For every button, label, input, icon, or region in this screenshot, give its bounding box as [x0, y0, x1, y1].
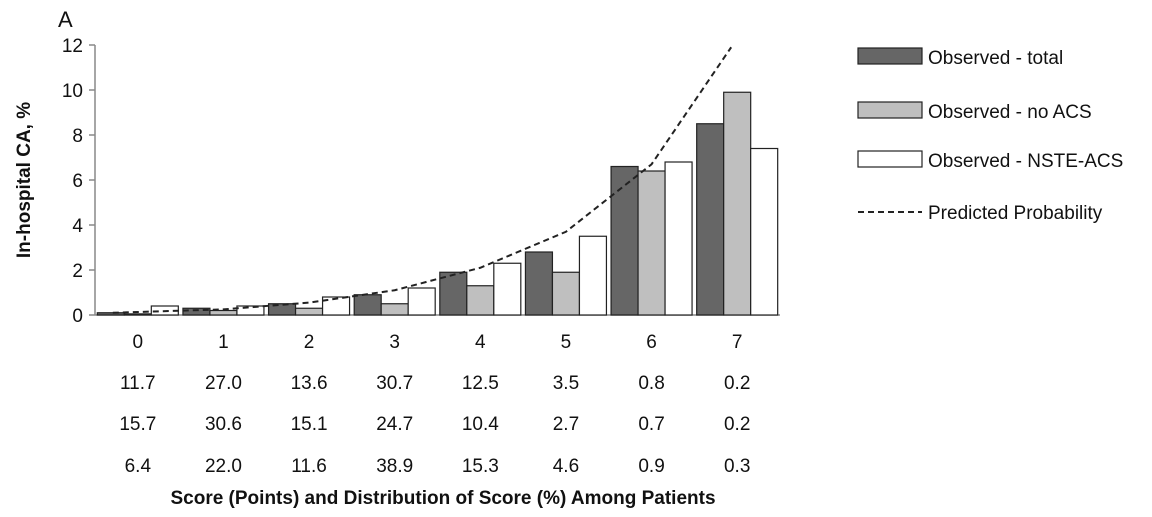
x-tick-label: 6 — [646, 332, 657, 353]
distribution-value: 0.2 — [724, 373, 750, 394]
bar-observed-total-0 — [96, 312, 125, 316]
distribution-value: 22.0 — [205, 456, 242, 477]
legend: Observed - total Observed - no ACS Observe… — [857, 47, 1123, 224]
distribution-value: 0.9 — [638, 456, 664, 477]
distribution-value: 2.7 — [553, 414, 579, 435]
y-tick-label: 8 — [72, 126, 83, 147]
distribution-value: 11.6 — [291, 456, 327, 477]
x-tick-label: 7 — [732, 332, 743, 353]
x-axis-title: Score (Points) and Distribution of Score… — [170, 488, 715, 509]
bar-observed-total-4 — [439, 271, 468, 316]
distribution-value: 4.6 — [553, 456, 579, 477]
predicted-probability-line — [112, 46, 733, 314]
bars — [96, 91, 779, 316]
bar-observed-no-acs-3 — [380, 303, 409, 316]
x-tick-label: 4 — [475, 332, 486, 353]
bar-observed-nste-acs-7 — [750, 147, 779, 316]
distribution-value: 15.7 — [119, 414, 156, 435]
distribution-value: 11.7 — [120, 373, 156, 394]
distribution-value: 0.2 — [724, 414, 750, 435]
distribution-value: 24.7 — [376, 414, 413, 435]
distribution-value: 3.5 — [553, 373, 579, 394]
x-tick-label: 3 — [389, 332, 400, 353]
bar-observed-no-acs-5 — [551, 271, 581, 316]
bar-observed-nste-acs-3 — [407, 287, 436, 316]
bar-observed-nste-acs-1 — [236, 305, 265, 316]
distribution-value: 38.9 — [376, 456, 413, 477]
distribution-value: 10.4 — [462, 414, 499, 435]
y-tick-label: 4 — [72, 216, 83, 237]
bar-observed-no-acs-1 — [209, 309, 238, 316]
distribution-value: 0.3 — [724, 456, 750, 477]
distribution-value: 0.8 — [638, 373, 664, 394]
legend-label: Observed - no ACS — [928, 102, 1092, 123]
distribution-table: 11.7 27.0 13.6 30.7 12.5 3.5 0.8 0.2 15.7 30.6 15.… — [119, 373, 750, 477]
distribution-value: 12.5 — [462, 373, 499, 394]
distribution-value: 0.7 — [638, 414, 664, 435]
distribution-value: 30.6 — [205, 414, 242, 435]
y-axis: 0 2 4 6 8 10 12 — [62, 36, 96, 327]
distribution-value: 27.0 — [205, 373, 242, 394]
distribution-value: 13.6 — [291, 373, 328, 394]
bar-observed-total-6 — [610, 165, 639, 316]
x-tick-label: 5 — [561, 332, 572, 353]
bar-observed-no-acs-6 — [637, 170, 666, 316]
bar-observed-nste-acs-4 — [493, 262, 522, 316]
y-tick-label: 12 — [62, 36, 83, 57]
legend-swatch-observed-total — [857, 47, 923, 65]
bar-observed-no-acs-0 — [123, 313, 152, 316]
bar-observed-nste-acs-6 — [664, 161, 693, 316]
x-tick-labels: 0 1 2 3 4 5 6 7 — [133, 332, 743, 353]
bar-observed-nste-acs-5 — [578, 235, 608, 316]
legend-label: Predicted Probability — [928, 203, 1103, 224]
legend-label: Observed - NSTE-ACS — [928, 151, 1123, 172]
distribution-value: 30.7 — [376, 373, 413, 394]
distribution-value: 15.3 — [462, 456, 499, 477]
legend-swatch-observed-nste-acs — [857, 150, 923, 168]
legend-swatch-observed-no-acs — [857, 101, 923, 119]
y-tick-label: 0 — [72, 306, 83, 327]
bar-observed-total-3 — [353, 294, 382, 316]
x-tick-label: 1 — [218, 332, 229, 353]
distribution-value: 6.4 — [125, 456, 152, 477]
bar-observed-no-acs-2 — [294, 307, 324, 316]
bar-observed-total-7 — [696, 123, 725, 316]
x-tick-label: 2 — [304, 332, 315, 353]
x-tick-label: 0 — [133, 332, 144, 353]
bar-observed-total-5 — [524, 251, 554, 316]
distribution-value: 15.1 — [291, 414, 328, 435]
bar-observed-nste-acs-2 — [321, 296, 351, 316]
bar-observed-no-acs-4 — [466, 285, 495, 316]
y-tick-label: 10 — [62, 81, 83, 102]
predicted-line-group — [112, 46, 733, 314]
y-axis-title: In-hospital CA, % — [14, 102, 35, 258]
legend-label: Observed - total — [928, 48, 1063, 69]
panel-label: A — [58, 7, 73, 32]
y-tick-label: 2 — [72, 261, 83, 282]
y-tick-label: 6 — [72, 171, 83, 192]
bar-observed-no-acs-7 — [723, 91, 752, 316]
